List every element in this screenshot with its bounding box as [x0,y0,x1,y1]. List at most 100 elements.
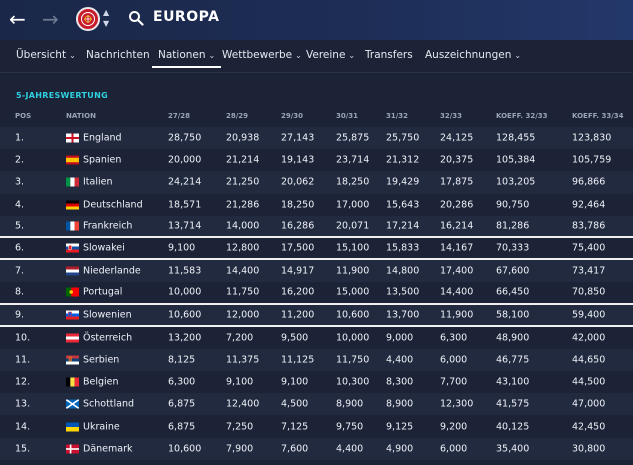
row-koeff-current: 67,600 [496,265,530,277]
row-season-value: 24,125 [440,132,474,144]
header-season-4[interactable]: 30/31 [336,112,359,120]
row-nation-link[interactable]: Niederlande [83,265,141,277]
row-nation-link[interactable]: Slowakei [83,242,125,254]
row-season-value: 13,200 [168,332,202,344]
table-row[interactable]: 10. Österreich 13,200 7,200 9,500 10,000 9,000… [0,326,633,349]
table-row[interactable]: 9. Slowenien 10,600 12,000 11,200 10,600 13,70… [0,304,633,327]
row-season-value: 12,300 [440,398,474,410]
header-season-3[interactable]: 29/30 [281,112,304,120]
table-row[interactable]: 11. Serbien 8,125 11,375 11,125 11,750 4,400 6,… [0,348,633,372]
chevron-down-icon: ⌄ [69,51,76,60]
row-season-value: 18,571 [168,199,202,211]
row-season-value: 10,000 [336,332,370,344]
row-nation-link[interactable]: Italien [83,176,113,188]
row-nation-link[interactable]: Ukraine [83,421,120,433]
row-season-value: 9,125 [386,421,414,433]
arrow-left-icon[interactable]: ← [9,7,26,31]
row-nation-link[interactable]: Slowenien [83,309,132,321]
nav-item-label: Wettbewerbe [222,49,293,61]
uefa-logo-icon[interactable] [76,7,100,31]
nav-item-nationen[interactable]: Nationen ⌄ [151,49,222,68]
table-row[interactable]: 2. Spanien 20,000 21,214 19,143 23,714 21,312 2… [0,149,633,172]
table-row[interactable]: 14. Ukraine 6,875 7,250 7,125 9,750 9,125 9,200… [0,415,633,438]
search-icon[interactable] [128,10,144,30]
row-nation-link[interactable]: Portugal [83,286,123,298]
row-season-value: 11,750 [336,354,370,366]
row-season-value: 6,875 [168,421,196,433]
table-row[interactable]: 6. Slowakei 9,100 12,800 17,500 15,100 15,833 1… [0,237,633,261]
row-koeff-current: 48,900 [496,332,530,344]
header-nation[interactable]: NATION [66,112,96,120]
chevron-down-icon: ⌄ [514,51,522,60]
header-season-5[interactable]: 31/32 [386,112,409,120]
row-pos: 2. [15,154,25,166]
table-row[interactable]: 15. Dänemark 10,600 7,900 7,600 4,400 4,900 6,0… [0,437,633,460]
table-row[interactable]: 4. Deutschland 18,571 21,286 18,250 17,000 15,… [0,193,633,216]
row-nation-link[interactable]: Deutschland [83,199,143,211]
row-season-value: 25,875 [336,132,370,144]
row-season-value: 16,214 [440,220,474,232]
header-koeff-2[interactable]: KOEFF. 33/34 [572,112,624,120]
row-season-value: 8,300 [386,376,414,388]
row-season-value: 15,100 [336,242,370,254]
row-nation-link[interactable]: Frankreich [83,220,133,232]
row-season-value: 14,917 [281,265,315,277]
table-row[interactable]: 5. Frankreich 13,714 14,000 16,286 20,071 17,2… [0,215,633,238]
nav-item-wettbewerbe[interactable]: Wettbewerbe ⌄ [222,49,302,61]
arrow-right-icon[interactable]: → [42,7,59,31]
row-season-value: 7,125 [281,421,309,433]
row-season-value: 15,643 [386,199,420,211]
table-row[interactable]: 3. Italien 24,214 21,250 20,062 18,250 19,429 1… [0,171,633,194]
row-season-value: 17,400 [440,265,474,277]
row-season-value: 14,800 [386,265,420,277]
ranking-table: 1. England 28,750 20,938 27,143 25,875 25,750 2… [0,127,633,460]
nav-item-label: Nationen [158,49,206,61]
row-nation-link[interactable]: Österreich [83,332,133,344]
row-season-value: 14,400 [226,265,260,277]
table-row[interactable]: 13. Schottland 6,875 12,400 4,500 8,900 8,900 1… [0,393,633,416]
netherlands-flag-icon [66,266,79,276]
nav-item-uebersicht[interactable]: Übersicht ⌄ [16,49,76,61]
nav-item-vereine[interactable]: Vereine ⌄ [306,49,355,61]
row-nation-link[interactable]: Spanien [83,154,122,166]
row-season-value: 6,300 [440,332,468,344]
row-koeff-next: 30,800 [572,443,606,455]
header-season-6[interactable]: 32/33 [440,112,463,120]
row-koeff-next: 105,759 [572,154,612,166]
header-koeff-1[interactable]: KOEFF. 32/33 [496,112,548,120]
table-row[interactable]: 12. Belgien 6,300 9,100 9,100 10,300 8,300 7,70… [0,371,633,394]
table-row[interactable]: 7. Niederlande 11,583 14,400 14,917 11,900 14,… [0,260,633,283]
row-season-value: 6,000 [440,354,468,366]
row-koeff-next: 75,400 [572,242,606,254]
nav-item-label: Vereine [306,49,346,61]
header-season-2[interactable]: 28/29 [226,112,249,120]
row-pos: 6. [15,242,25,254]
row-nation-link[interactable]: Belgien [83,376,119,388]
nav-item-auszeichnungen[interactable]: Auszeichnungen ⌄ [425,49,521,61]
row-koeff-next: 42,450 [572,421,606,433]
table-row[interactable]: 8. Portugal 10,000 11,750 16,200 15,000 13,500… [0,282,633,305]
header-season-1[interactable]: 27/28 [168,112,191,120]
row-nation-link[interactable]: Serbien [83,354,120,366]
header-pos[interactable]: POS [15,112,32,120]
portugal-flag-icon [66,287,79,297]
row-season-value: 11,375 [226,354,260,366]
nav-item-nachrichten[interactable]: Nachrichten [86,49,150,61]
ukraine-flag-icon [66,422,79,432]
row-season-value: 4,400 [386,354,414,366]
row-pos: 7. [15,265,25,277]
chevron-updown-icon[interactable]: ▲ ▼ [103,8,110,28]
nav-item-transfers[interactable]: Transfers [365,49,413,61]
row-season-value: 12,400 [226,398,260,410]
row-koeff-next: 123,830 [572,132,612,144]
row-season-value: 18,250 [336,176,370,188]
row-season-value: 20,286 [440,199,474,211]
belgium-flag-icon [66,377,79,387]
table-row[interactable]: 1. England 28,750 20,938 27,143 25,875 25,750 2… [0,127,633,150]
row-nation-link[interactable]: Dänemark [83,443,133,455]
row-nation-link[interactable]: England [83,132,122,144]
row-koeff-current: 128,455 [496,132,536,144]
row-nation-link[interactable]: Schottland [83,398,135,410]
row-koeff-next: 83,786 [572,220,606,232]
row-season-value: 18,250 [281,199,315,211]
